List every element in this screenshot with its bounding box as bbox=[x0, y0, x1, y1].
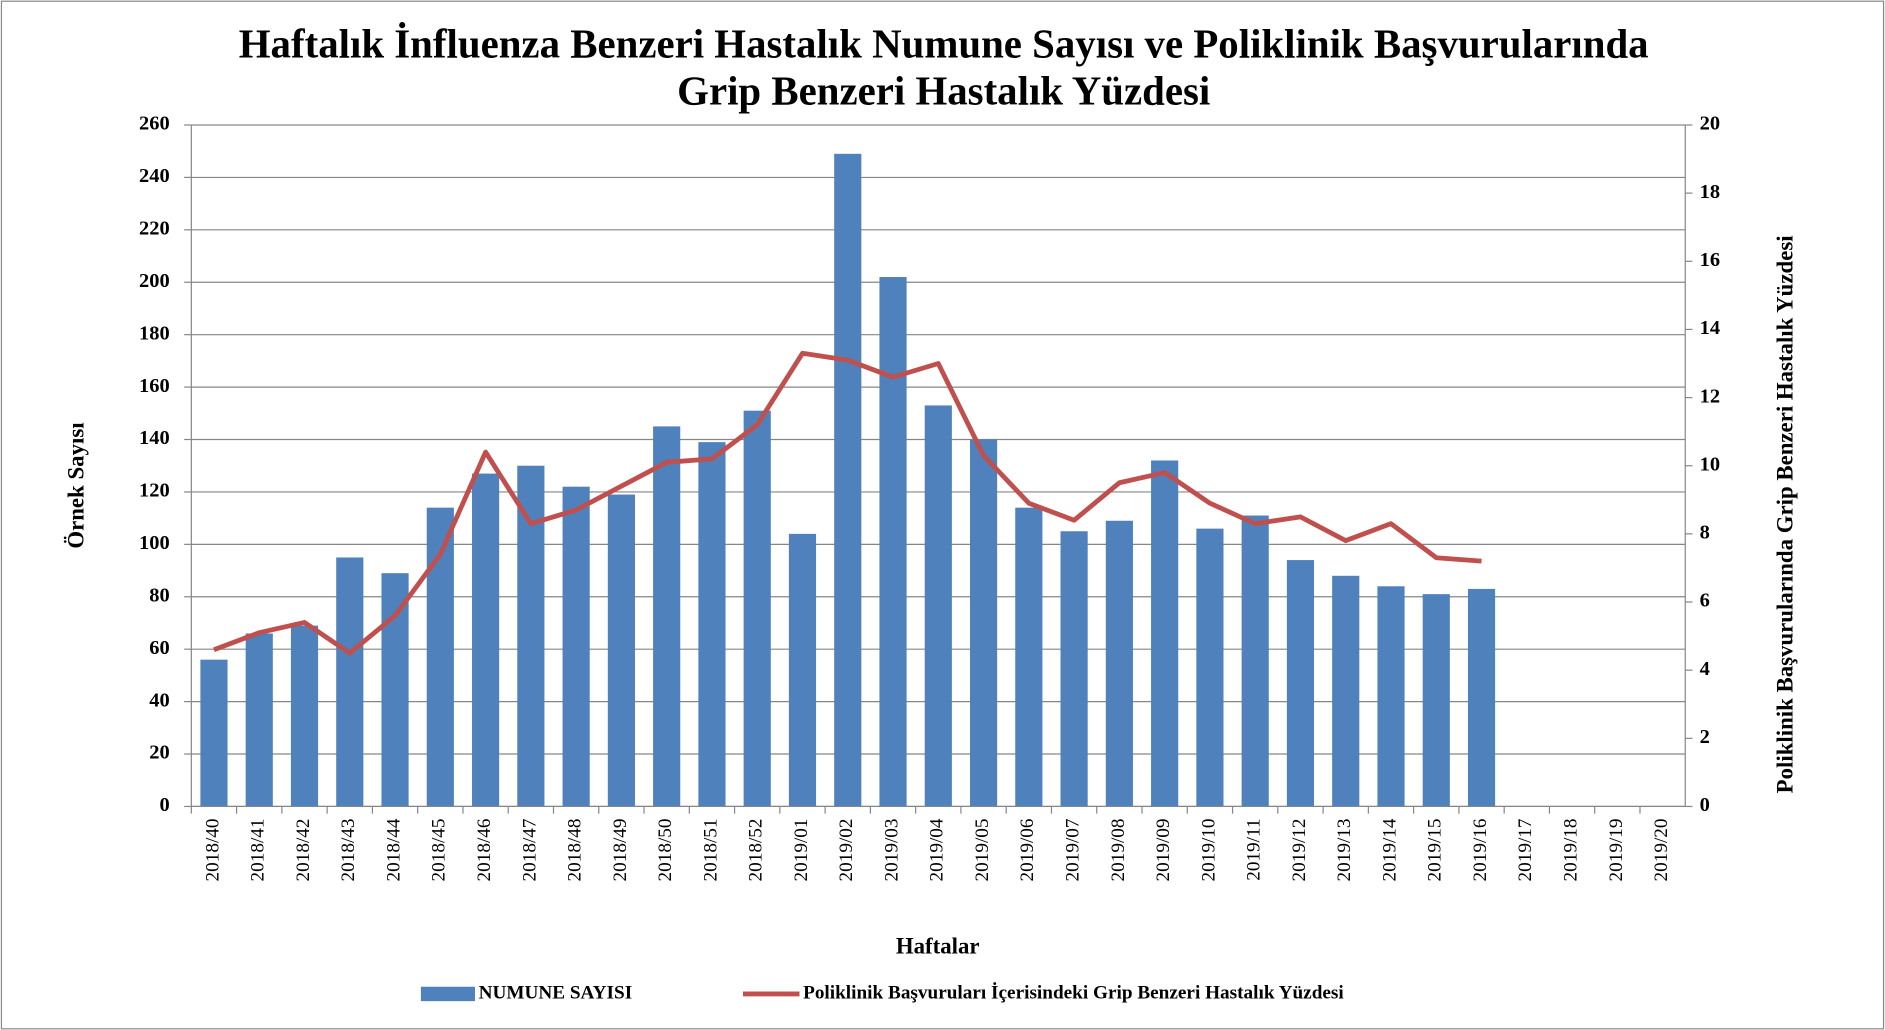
bar bbox=[743, 410, 771, 807]
bar bbox=[924, 405, 952, 807]
x-tick-label: 2019/01 bbox=[791, 818, 812, 881]
x-tick-label: 2019/14 bbox=[1379, 818, 1400, 881]
y-tick-label: 60 bbox=[149, 637, 169, 659]
x-tick-label: 2018/42 bbox=[293, 818, 314, 881]
y2-tick-label: 6 bbox=[1700, 590, 1710, 612]
legend-label: Poliklinik Başvuruları İçerisindeki Grip… bbox=[803, 982, 1344, 1003]
x-tick-label: 2018/50 bbox=[655, 818, 676, 881]
legend-label: NUMUNE SAYISI bbox=[479, 982, 633, 1003]
bar bbox=[381, 573, 409, 807]
bar bbox=[336, 557, 364, 807]
bar bbox=[879, 277, 907, 807]
y-tick-label: 200 bbox=[139, 270, 170, 292]
y-tick-label: 20 bbox=[149, 742, 169, 764]
bar bbox=[200, 659, 228, 807]
y-tick-label: 240 bbox=[139, 165, 170, 187]
bar bbox=[1241, 515, 1269, 807]
bar bbox=[1196, 528, 1224, 807]
y-tick-label: 100 bbox=[139, 532, 170, 554]
x-tick-label: 2019/20 bbox=[1651, 818, 1672, 881]
x-tick-label: 2019/16 bbox=[1470, 818, 1491, 881]
x-tick-label: 2019/17 bbox=[1515, 818, 1536, 881]
y2-axis-title: Poliklinik Başvurularında Grip Benzeri H… bbox=[1773, 235, 1798, 794]
y-tick-label: 40 bbox=[149, 689, 169, 711]
y-tick-label: 220 bbox=[139, 218, 170, 240]
x-tick-label: 2018/52 bbox=[746, 818, 767, 881]
x-tick-label: 2018/44 bbox=[383, 818, 404, 881]
chart-title: Grip Benzeri Hastalık Yüzdesi bbox=[677, 68, 1210, 113]
y2-tick-label: 4 bbox=[1700, 658, 1710, 680]
bar bbox=[1286, 560, 1315, 807]
x-tick-label: 2019/03 bbox=[881, 818, 902, 881]
y-tick-label: 80 bbox=[149, 584, 169, 606]
bar bbox=[1015, 507, 1043, 807]
x-tick-label: 2018/46 bbox=[474, 818, 495, 881]
bar bbox=[290, 625, 319, 807]
y2-tick-label: 16 bbox=[1700, 249, 1720, 271]
y2-tick-label: 18 bbox=[1700, 181, 1720, 203]
bar bbox=[245, 633, 273, 807]
bar bbox=[1467, 588, 1496, 807]
bar bbox=[969, 439, 998, 807]
y-tick-label: 180 bbox=[139, 322, 170, 344]
y2-tick-label: 8 bbox=[1700, 522, 1710, 544]
bar bbox=[788, 533, 817, 807]
x-axis-title: Haftalar bbox=[896, 934, 980, 959]
bar bbox=[517, 465, 545, 807]
x-tick-label: 2018/43 bbox=[338, 818, 359, 881]
y-tick-label: 140 bbox=[139, 427, 170, 449]
line bbox=[213, 350, 1482, 656]
x-tick-label: 2019/13 bbox=[1334, 818, 1355, 881]
bar bbox=[1151, 460, 1179, 807]
x-tick-label: 2018/41 bbox=[248, 818, 269, 881]
x-tick-label: 2018/45 bbox=[429, 818, 450, 881]
bar bbox=[1060, 531, 1088, 807]
x-tick-label: 2019/04 bbox=[927, 818, 948, 881]
legend-swatch bbox=[420, 986, 475, 1002]
x-tick-label: 2018/47 bbox=[519, 818, 540, 881]
x-tick-label: 2019/12 bbox=[1289, 818, 1310, 881]
x-tick-label: 2019/05 bbox=[972, 818, 993, 881]
y2-tick-label: 2 bbox=[1700, 726, 1710, 748]
x-tick-label: 2019/15 bbox=[1425, 818, 1446, 881]
y-axis-title: Örnek Sayısı bbox=[64, 422, 89, 549]
x-tick-label: 2019/02 bbox=[836, 818, 857, 881]
y2-tick-label: 14 bbox=[1700, 317, 1720, 339]
bar bbox=[1422, 594, 1450, 807]
y-tick-label: 260 bbox=[139, 113, 170, 135]
bar bbox=[607, 494, 635, 807]
y-tick-label: 120 bbox=[139, 480, 170, 502]
x-tick-label: 2019/09 bbox=[1153, 818, 1174, 881]
x-tick-label: 2018/51 bbox=[700, 818, 721, 881]
bar bbox=[698, 442, 726, 807]
y-tick-label: 0 bbox=[159, 794, 169, 816]
x-tick-label: 2019/08 bbox=[1108, 818, 1129, 881]
bar bbox=[472, 473, 500, 807]
y2-tick-label: 10 bbox=[1700, 453, 1720, 475]
bar bbox=[834, 153, 862, 807]
bar bbox=[653, 426, 681, 807]
x-tick-label: 2019/19 bbox=[1606, 818, 1627, 881]
x-tick-label: 2019/07 bbox=[1063, 818, 1084, 881]
y2-tick-label: 12 bbox=[1700, 385, 1720, 407]
y-tick-label: 160 bbox=[139, 375, 170, 397]
x-tick-label: 2019/11 bbox=[1244, 818, 1265, 880]
x-tick-label: 2019/10 bbox=[1198, 818, 1219, 881]
bar bbox=[1332, 575, 1360, 807]
bar bbox=[562, 486, 590, 807]
x-tick-label: 2018/48 bbox=[565, 818, 586, 881]
x-tick-label: 2018/49 bbox=[610, 818, 631, 881]
chart-title: Haftalık İnfluenza Benzeri Hastalık Numu… bbox=[239, 21, 1649, 66]
y2-tick-label: 20 bbox=[1700, 113, 1720, 135]
bar bbox=[1105, 520, 1133, 807]
x-tick-label: 2019/06 bbox=[1017, 818, 1038, 881]
bar bbox=[1377, 586, 1405, 807]
x-tick-label: 2018/40 bbox=[202, 818, 223, 881]
y2-tick-label: 0 bbox=[1700, 794, 1710, 816]
x-tick-label: 2019/18 bbox=[1560, 818, 1581, 881]
